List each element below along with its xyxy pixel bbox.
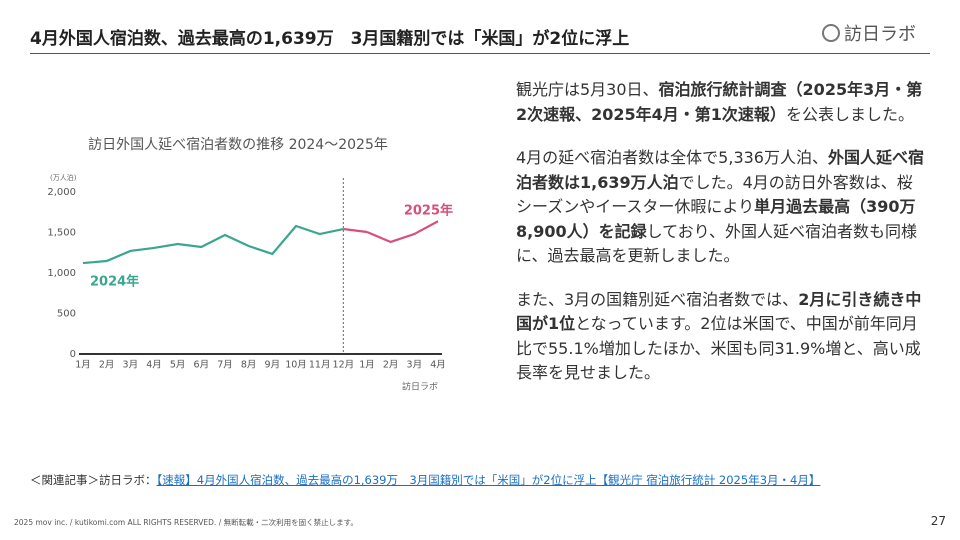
- x-tick-label: 3月: [407, 360, 423, 371]
- text: 4月の延べ宿泊者数は全体で5,336万人泊、: [516, 148, 828, 167]
- x-tick-label: 11月: [309, 360, 331, 371]
- chart-title: 訪日外国人延べ宿泊者数の推移 2024〜2025年: [88, 136, 388, 153]
- x-tick-label: 5月: [170, 360, 186, 371]
- logo-text: 訪日ラボ: [844, 24, 916, 45]
- series-label: 2024年: [90, 274, 139, 290]
- y-tick-label: 1,000: [47, 268, 76, 279]
- bold-text: 単月過去最高（390万8,900人）を記録: [516, 197, 916, 241]
- paragraph: また、3月の国籍別延べ宿泊者数では、2月に引き続き中国が1位となっています。2位…: [516, 288, 926, 386]
- series-line: [82, 224, 344, 265]
- related-link[interactable]: 【速報】4月外国人宿泊数、過去最高の1,639万 3月国籍別では「米国」が2位に…: [156, 473, 821, 487]
- y-tick-label: 0: [70, 349, 76, 360]
- x-tick-label: 6月: [194, 360, 210, 371]
- slide-title: 4月外国人宿泊数、過去最高の1,639万 3月国籍別では「米国」が2位に浮上: [30, 29, 630, 49]
- text: しており、外国人延べ宿泊者数も同様に、過去最高を更新しました。: [516, 221, 918, 266]
- bold-text: 外国人延べ宿泊者数は1,639万人泊: [516, 148, 925, 192]
- body-text: 観光庁は5月30日、宿泊旅行統計調査（2025年3月・第2次速報、2025年4月…: [516, 78, 926, 405]
- x-tick-label: 10月: [285, 360, 307, 371]
- text: 観光庁は5月30日、: [516, 80, 659, 99]
- related-article: ＜関連記事＞訪日ラボ：【速報】4月外国人宿泊数、過去最高の1,639万 3月国籍…: [30, 472, 910, 488]
- x-tick-label: 3月: [123, 360, 139, 371]
- y-tick-label: 1,500: [47, 228, 76, 239]
- paragraph: 観光庁は5月30日、宿泊旅行統計調査（2025年3月・第2次速報、2025年4月…: [516, 78, 926, 127]
- series-label: 2025年: [404, 203, 453, 219]
- x-tick-label: 1月: [359, 360, 375, 371]
- x-tick-label: 1月: [75, 360, 91, 371]
- y-unit: (万人泊): [50, 173, 77, 182]
- x-tick-label: 9月: [265, 360, 281, 371]
- chart-source: 訪日ラボ: [402, 381, 438, 393]
- x-tick-label: 4月: [430, 360, 446, 371]
- paragraph: 4月の延べ宿泊者数は全体で5,336万人泊、外国人延べ宿泊者数は1,639万人泊…: [516, 146, 926, 269]
- logo: 訪日ラボ: [822, 20, 916, 46]
- x-tick-label: 4月: [146, 360, 162, 371]
- chart: 訪日外国人延べ宿泊者数の推移 2024〜2025年 (万人泊) 訪日ラボ 0 50…: [47, 136, 453, 393]
- y-tick-label: 500: [57, 309, 76, 320]
- x-tick-label: 12月: [333, 360, 355, 371]
- text: となっています。2位は米国で、中国が前年同月比で55.1%増加したほか、米国も同…: [516, 314, 921, 382]
- series-connector: [343, 227, 368, 234]
- copyright: 2025 mov inc. / kutikomi.com ALL RIGHTS …: [14, 518, 358, 527]
- x-tick-label: 2月: [99, 360, 115, 371]
- x-tick-label: 7月: [217, 360, 233, 371]
- y-tick-label: 2,000: [47, 187, 76, 198]
- related-prefix: ＜関連記事＞訪日ラボ：: [30, 473, 157, 487]
- text: また、3月の国籍別延べ宿泊者数では、: [516, 289, 799, 309]
- x-tick-label: 8月: [241, 360, 257, 371]
- page-number: 27: [930, 514, 946, 528]
- title-rule: [30, 53, 930, 54]
- series-line: [366, 220, 439, 244]
- text: でした。4月の訪日外客数は、桜シーズンやイースター休暇により: [516, 172, 913, 217]
- x-tick-label: 2月: [383, 360, 399, 371]
- bold-text: 宿泊旅行統計調査（2025年3月・第2次速報、2025年4月・第1次速報）: [516, 80, 923, 124]
- text: を公表しました。: [785, 104, 914, 124]
- bold-text: 2月に引き続き中国が1位: [516, 289, 922, 334]
